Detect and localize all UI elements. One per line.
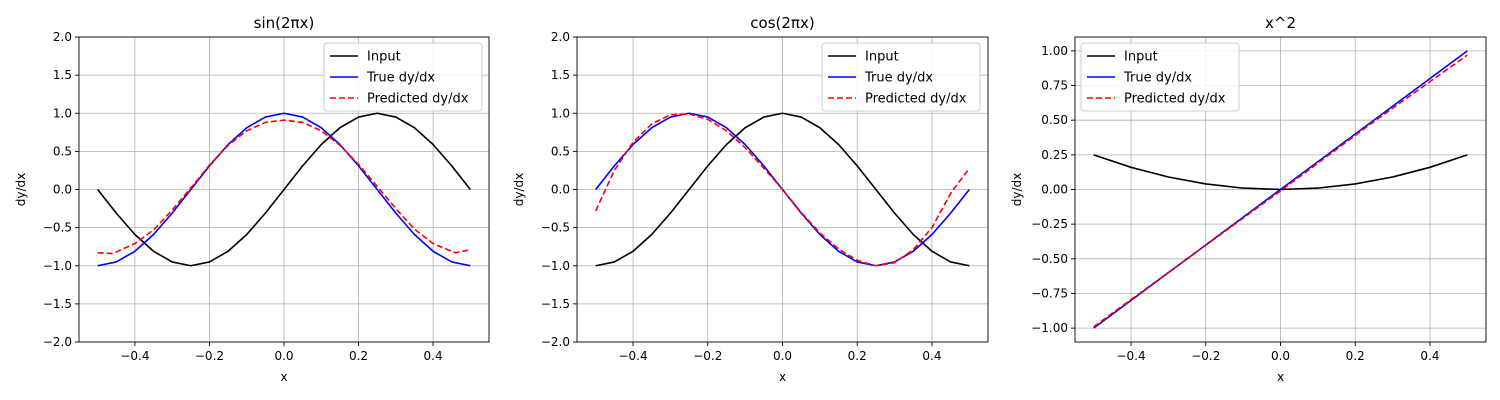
series-line-input [97, 112, 471, 267]
x-axis-label: x [779, 370, 786, 384]
legend: Input True dy/dx Predicted dy/dx [323, 42, 483, 112]
y-tick-label: 0.00 [1041, 183, 1068, 197]
y-tick-label: 1.5 [551, 68, 570, 82]
x-tick-label: −0.2 [1191, 349, 1220, 363]
legend-label-predicted-dy-dx: Predicted dy/dx [1124, 92, 1226, 107]
legend-label-input: Input [865, 50, 899, 65]
x-tick-label: −0.2 [195, 349, 224, 363]
x-tick-label: 0.4 [424, 349, 443, 363]
x-tick-label: 0.0 [1271, 349, 1290, 363]
y-tick-label: 0.5 [551, 144, 570, 158]
y-tick-label: −1.00 [1031, 321, 1068, 335]
x-tick-label: 0.0 [773, 349, 792, 363]
x-tick-label: 0.4 [922, 349, 941, 363]
legend-box [323, 42, 483, 112]
chart-title: cos(2πx) [750, 14, 814, 32]
legend-label-input: Input [367, 50, 401, 65]
y-tick-label: 1.00 [1041, 44, 1068, 58]
y-tick-label: −2.0 [541, 335, 570, 349]
y-tick-label: 1.0 [53, 106, 72, 120]
y-tick-label: 0.0 [551, 183, 570, 197]
subplot-sin: −0.4 −0.2 0.0 0.2 0.4 −2.0 −1.5 −1.0 −0.5 0.0 0.5 1… [14, 14, 490, 384]
legend: Input True dy/dx Predicted dy/dx [821, 42, 981, 112]
series-line-true-dy-dx [97, 112, 471, 267]
legend-label-true-dy-dx: True dy/dx [366, 71, 435, 86]
legend-box [821, 42, 981, 112]
x-tick-label: 0.0 [274, 349, 293, 363]
legend-label-true-dy-dx: True dy/dx [864, 71, 933, 86]
y-tick-label: −2.0 [43, 335, 72, 349]
y-tick-label: 0.50 [1041, 113, 1068, 127]
y-tick-label: −1.0 [541, 259, 570, 273]
y-tick-label: 0.5 [53, 144, 72, 158]
y-tick-label: 0.0 [53, 183, 72, 197]
y-tick-label: 1.5 [53, 68, 72, 82]
y-tick-label: 0.75 [1041, 79, 1068, 93]
x-tick-label: 0.4 [1420, 349, 1439, 363]
y-axis-label: dy/dx [512, 173, 526, 206]
x-tick-label: −0.4 [618, 349, 647, 363]
series-line-input [595, 112, 970, 267]
legend-label-predicted-dy-dx: Predicted dy/dx [367, 92, 469, 107]
y-axis-label: dy/dx [14, 173, 28, 206]
x-tick-label: 0.2 [848, 349, 867, 363]
x-tick-label: −0.4 [120, 349, 149, 363]
y-axis-label: dy/dx [1010, 173, 1024, 206]
legend: Input True dy/dx Predicted dy/dx [1080, 42, 1240, 112]
y-tick-label: −0.50 [1031, 252, 1068, 266]
plot-area [1093, 50, 1468, 329]
y-tick-label: 0.25 [1041, 148, 1068, 162]
legend-label-input: Input [1124, 50, 1158, 65]
y-tick-label: 1.0 [551, 106, 570, 120]
subplot-x-squared: −0.4 −0.2 0.0 0.2 0.4 −1.00 −0.75 −0.50 −0.25 0.0… [1010, 14, 1487, 384]
x-tick-label: 0.2 [349, 349, 368, 363]
subplot-cos: −0.4 −0.2 0.0 0.2 0.4 −2.0 −1.5 −1.0 −0.5 0.0 0.5 1… [512, 14, 989, 384]
legend-box [1080, 42, 1240, 112]
y-tick-label: −0.5 [541, 221, 570, 235]
plot-area [97, 112, 471, 267]
x-axis-label: x [1277, 370, 1284, 384]
legend-label-true-dy-dx: True dy/dx [1123, 71, 1192, 86]
legend-label-predicted-dy-dx: Predicted dy/dx [865, 92, 967, 107]
x-tick-label: 0.2 [1346, 349, 1365, 363]
y-tick-label: −1.5 [541, 297, 570, 311]
series-line-predicted-dy-dx [97, 119, 471, 255]
x-tick-label: −0.4 [1116, 349, 1145, 363]
y-tick-label: 2.0 [53, 30, 72, 44]
y-tick-label: 2.0 [551, 30, 570, 44]
series-line-predicted-dy-dx [594, 113, 970, 267]
x-axis-label: x [280, 370, 287, 384]
x-tick-label: −0.2 [693, 349, 722, 363]
y-tick-label: −1.0 [43, 259, 72, 273]
chart-title: x^2 [1265, 14, 1296, 32]
series-line-predicted-dy-dx [1093, 54, 1468, 328]
y-tick-label: −0.75 [1031, 286, 1068, 300]
plot-area [594, 112, 970, 267]
chart-title: sin(2πx) [254, 14, 315, 32]
y-tick-label: −1.5 [43, 297, 72, 311]
y-tick-label: −0.5 [43, 221, 72, 235]
y-tick-label: −0.25 [1031, 217, 1068, 231]
